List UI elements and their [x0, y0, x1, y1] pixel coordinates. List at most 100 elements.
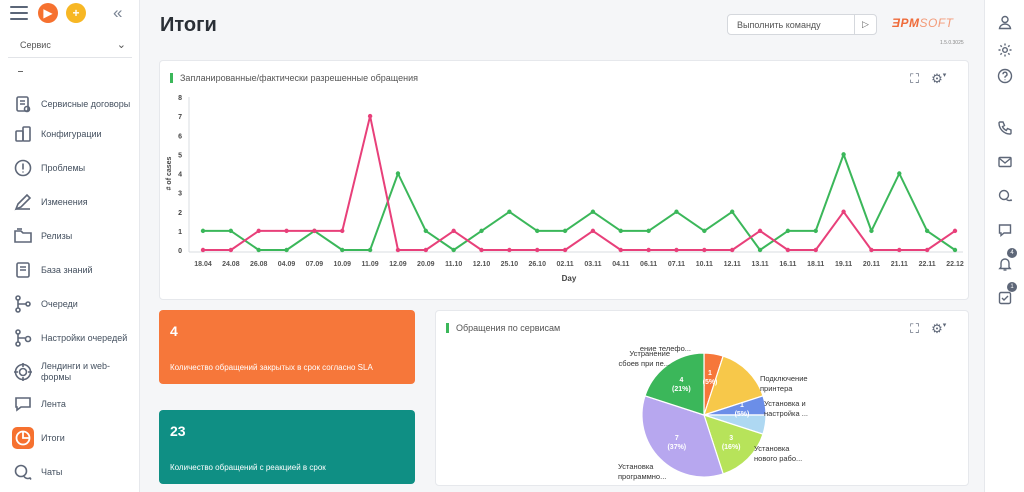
comment-icon[interactable]: [995, 220, 1015, 240]
sidebar-item[interactable]: Лендинги и web-формы: [0, 356, 140, 388]
chat-bubbles-icon[interactable]: [995, 186, 1015, 206]
pie-slice-name-label: Установка программно...: [618, 462, 666, 481]
series-point-0: [395, 171, 401, 176]
pie-card-title: Обращения по сервисам: [446, 323, 560, 333]
gear-icon[interactable]: ⚙▾: [931, 321, 947, 336]
series-point-1: [451, 228, 456, 234]
pie-slice-name-label: Установка и настройка ...: [764, 399, 808, 418]
pie-value-label: 3 (16%): [722, 435, 741, 451]
series-point-1: [256, 228, 261, 234]
sidebar-item-label: Проблемы: [41, 162, 86, 173]
series-point-1: [841, 209, 846, 214]
problem-icon: [12, 157, 34, 179]
left-sidebar: ▶ + « Сервис ⌄ Сервисные договоры Конфигу…: [0, 0, 140, 492]
cases-by-service-chart-card: Обращения по сервисам ⛶ ⚙▾ 1 (5%) 1 (5%) 3 (1…: [435, 310, 969, 486]
kpi-sla-closed[interactable]: 4 Количество обращений закрытых в срок с…: [159, 310, 415, 384]
y-tick-label: 3: [178, 191, 182, 198]
sidebar-item-label: Изменения: [41, 196, 88, 207]
x-tick-label: 10.11: [696, 261, 713, 268]
expand-icon[interactable]: ⛶: [910, 71, 920, 86]
bell-icon[interactable]: 4: [995, 248, 1017, 274]
series-point-0: [479, 228, 484, 234]
sidebar-item[interactable]: Изменения: [0, 186, 140, 218]
series-point-1: [785, 247, 791, 253]
add-record-button[interactable]: +: [66, 3, 86, 23]
user-icon[interactable]: [995, 12, 1015, 32]
y-tick-label: 7: [178, 114, 182, 121]
workspace-select[interactable]: Сервис ⌄: [8, 36, 132, 58]
sidebar-item-label: Лендинги и web-формы: [41, 361, 110, 382]
sidebar-item-label: Лента: [41, 398, 66, 409]
sidebar-item-label: Конфигурации: [41, 128, 102, 139]
run-command-button[interactable]: ▷: [854, 15, 876, 34]
x-tick-label: 25.10: [501, 261, 519, 268]
phone-icon[interactable]: [995, 118, 1015, 138]
x-tick-label: 24.08: [222, 261, 240, 268]
series-point-0: [729, 209, 735, 214]
queue-icon: [12, 293, 34, 315]
series-point-0: [200, 228, 206, 234]
series-point-1: [674, 247, 679, 253]
y-tick-label: 2: [178, 210, 182, 217]
x-tick-label: 22.11: [919, 261, 936, 268]
chevron-down-icon: ⌄: [116, 39, 126, 51]
pie-value-label: 4 (21%): [672, 377, 691, 393]
sidebar-item[interactable]: Настройки очередей: [0, 322, 140, 354]
expand-icon[interactable]: ⛶: [910, 321, 920, 336]
email-icon[interactable]: [995, 152, 1015, 172]
sidebar-item[interactable]: Очереди: [0, 288, 140, 320]
command-input[interactable]: [728, 15, 854, 34]
pie-value-label: 1 (5%): [703, 370, 718, 386]
chart-card-title: Запланированные/фактически разрешенные о…: [170, 73, 418, 83]
knowledge-book-icon: [12, 259, 34, 281]
kpi-value: 4: [170, 323, 178, 339]
pie-chart: 1 (5%) 1 (5%) 3 (16%) 7 (37%) 4 (21%) ение телефо.…: [618, 344, 808, 481]
creatio-logo: ƎPMSOFT: [892, 16, 954, 30]
series-point-0: [869, 228, 874, 234]
task-check-icon[interactable]: 1: [995, 282, 1017, 308]
sidebar-item[interactable]: База знаний: [0, 254, 140, 286]
series-point-0: [785, 228, 791, 234]
collapse-sidebar-icon[interactable]: «: [113, 3, 123, 22]
series-point-1: [423, 247, 429, 253]
gear-icon[interactable]: [995, 40, 1015, 60]
series-point-0: [256, 247, 261, 253]
series-point-0: [590, 209, 596, 214]
series-point-1: [729, 247, 735, 253]
x-tick-label: 12.09: [389, 261, 407, 268]
sidebar-item[interactable]: Сервисные договоры: [0, 88, 140, 120]
x-tick-label: 20.11: [863, 261, 880, 268]
chat-icon: [12, 461, 34, 483]
pie-slice-name-label: Подключение принтера: [760, 374, 808, 393]
menu-icon[interactable]: [10, 6, 28, 20]
release-folder-icon: [12, 225, 34, 247]
sidebar-item[interactable]: Итоги: [0, 422, 140, 454]
x-tick-label: 18.11: [807, 261, 824, 268]
sidebar-item[interactable]: Релизы: [0, 220, 140, 252]
sidebar-divider: [18, 71, 23, 72]
series-point-1: [952, 228, 958, 234]
process-play-button[interactable]: ▶: [38, 3, 58, 23]
sidebar-item[interactable]: Лента: [0, 388, 140, 420]
x-tick-label: 10.09: [333, 261, 351, 268]
series-point-1: [395, 247, 401, 253]
analytics-pie-icon: [12, 427, 34, 449]
kpi-response-in-time[interactable]: 23 Количество обращений с реакцией в сро…: [159, 410, 415, 484]
pie-slice[interactable]: [641, 395, 724, 478]
pie-slice[interactable]: [644, 352, 705, 416]
help-icon[interactable]: [995, 66, 1015, 86]
feed-icon: [12, 393, 34, 415]
series-point-0: [952, 247, 958, 253]
series-point-0: [562, 228, 568, 234]
series-point-1: [507, 247, 512, 253]
gear-icon[interactable]: ⚙▾: [931, 71, 947, 86]
sidebar-item[interactable]: Проблемы: [0, 152, 140, 184]
sidebar-item[interactable]: Чаты: [0, 456, 140, 488]
series-point-0: [423, 228, 429, 234]
sidebar-item[interactable]: Конфигурации: [0, 118, 140, 150]
pie-card-tools: ⛶ ⚙▾: [910, 321, 946, 337]
x-tick-label: 26.10: [528, 261, 546, 268]
x-tick-label: 18.04: [194, 261, 212, 268]
sidebar-item-label: Настройки очередей: [41, 332, 128, 343]
series-point-0: [813, 228, 818, 234]
